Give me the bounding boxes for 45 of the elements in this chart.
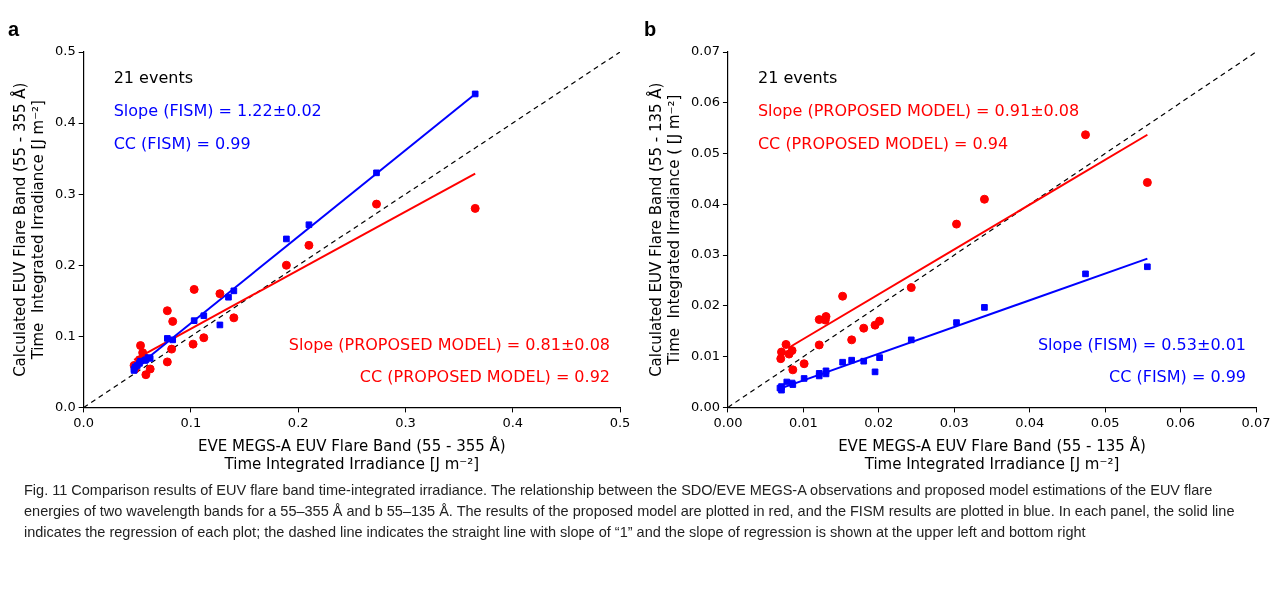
x-tick-label: 0.03 [939,414,969,430]
chart-title: b [644,17,657,40]
y-tick-label: 0.01 [690,348,720,363]
annotation: CC (FISM) = 0.99 [1109,366,1246,386]
x-axis-title: EVE MEGS-A EUV Flare Band (55 - 355 Å) Time Integrated Irradiance [J m⁻²] [198,435,506,473]
annotation: 21 events [113,68,194,88]
annotation: Slope (FISM) = 0.53±0.01 [1037,334,1246,354]
annotation: CC (FISM) = 0.99 [113,134,251,154]
x-tick-label: 0.05 [1090,414,1120,430]
y-tick-label: 0.1 [54,327,76,343]
y-tick-label: 0.04 [690,195,720,211]
y-tick-label: 0.3 [54,185,76,201]
annotation: Slope (FISM) = 1.22±0.02 [113,101,322,121]
chart-title: a [8,17,20,40]
y-tick-label: 0.4 [54,114,76,130]
y-tick-label: 0.5 [54,43,76,59]
caption: Fig. 11 Comparison results of EUV flare band time-integrated irradiance. The relationship between the SDO/EVE MEGS-A observations and proposed model estimations of the EUV flare energies of two wavelength bands for a 55–355 Å and b 55–135 Å. The results of the proposed model are plotted in red, and the FISM results are plotted in blue. In each panel, the solid line indicates the regression of each plot; the dashed line indicates the straight line with slope of “1” and the slope of regression is shown at the upper left and bottom right [23,481,1236,542]
y-tick-label: 0.05 [690,144,720,160]
y-axis-title: Calculated EUV Flare Band (55 - 135 Å) Time Integrated Irradiance ( [J m⁻²] [645,82,683,377]
x-tick-label: 0.07 [1241,414,1271,430]
y-tick-label: 0.07 [690,43,720,59]
y-tick-label: 0.00 [690,398,720,414]
x-tick-label: 0.3 [395,414,416,430]
x-tick-label: 0.4 [502,414,524,430]
annotation: Slope (PROPOSED MODEL) = 0.81±0.08 [288,334,610,354]
x-tick-label: 0.1 [180,414,202,430]
y-axis-title: Calculated EUV Flare Band (55 - 355 Å) Time Integrated Irradiance [J m⁻²] [9,82,47,377]
y-tick-label: 0.06 [690,94,720,110]
x-tick-label: 0.01 [788,414,818,430]
x-tick-label: 0.0 [73,414,95,430]
y-tick-label: 0.0 [54,398,76,414]
x-tick-label: 0.2 [287,414,309,430]
y-tick-label: 0.02 [690,297,720,313]
x-tick-label: 0.5 [609,414,631,430]
annotation: Slope (PROPOSED MODEL) = 0.91±0.08 [757,101,1080,121]
annotation: 21 events [757,68,838,88]
x-tick-label: 0.00 [713,414,743,430]
x-tick-label: 0.02 [864,414,894,430]
annotation: CC (PROPOSED MODEL) = 0.94 [757,134,1009,154]
y-tick-label: 0.03 [690,246,720,262]
x-axis-title: EVE MEGS-A EUV Flare Band (55 - 135 Å) Time Integrated Irradiance [J m⁻²] [838,435,1146,473]
annotation: CC (PROPOSED MODEL) = 0.92 [359,366,610,386]
x-tick-label: 0.06 [1166,414,1196,430]
y-tick-label: 0.2 [54,256,76,272]
x-tick-label: 0.04 [1015,414,1045,430]
